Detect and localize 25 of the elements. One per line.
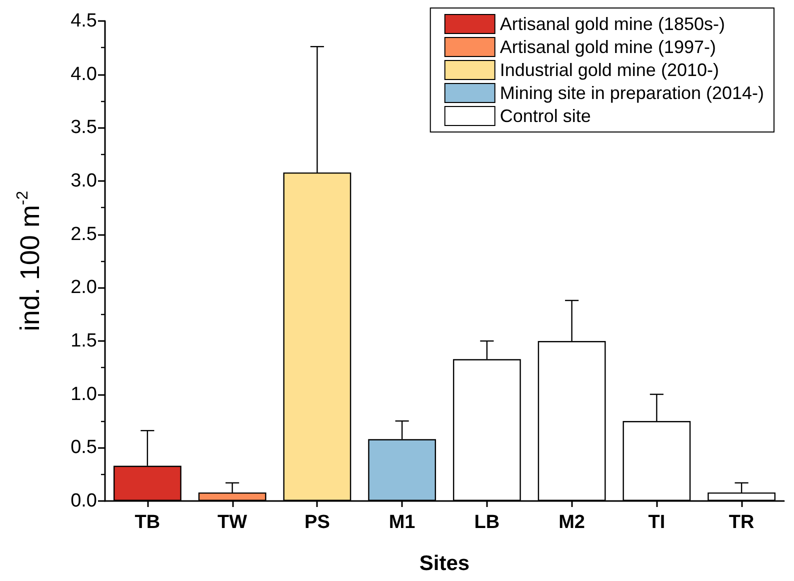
y-tick-label: 4.5 xyxy=(70,10,97,32)
x-tick-label: TI xyxy=(648,512,666,533)
x-tick-label: TR xyxy=(728,512,755,533)
legend-label: Mining site in preparation (2014-) xyxy=(500,83,764,103)
y-tick-label: 0.5 xyxy=(70,437,97,458)
y-tick-label: 0.0 xyxy=(70,490,97,512)
x-tick-label: M2 xyxy=(558,512,586,533)
y-tick-label: 2.5 xyxy=(70,224,97,245)
x-tick-label: LB xyxy=(474,512,500,533)
legend-label: Industrial gold mine (2010-) xyxy=(500,60,719,80)
legend-label: Control site xyxy=(500,106,591,126)
x-tick-label: TW xyxy=(218,512,248,533)
x-tick-label: PS xyxy=(304,512,330,533)
x-tick-label: TB xyxy=(134,512,160,533)
x-axis-title: Sites xyxy=(419,552,470,575)
legend-label: Artisanal gold mine (1997-) xyxy=(500,37,716,57)
y-tick-label: 3.0 xyxy=(70,170,97,192)
y-tick-label: 1.0 xyxy=(70,384,97,405)
y-tick-label: 3.5 xyxy=(70,117,97,138)
legend-label: Artisanal gold mine (1850s-) xyxy=(500,14,725,34)
x-tick-label: M1 xyxy=(388,512,416,533)
y-tick-label: 2.0 xyxy=(70,277,97,298)
y-tick-label: 1.5 xyxy=(70,330,97,352)
y-tick-label: 4.0 xyxy=(70,64,97,85)
y-axis-title: ind. 100 m-2 xyxy=(14,190,45,332)
